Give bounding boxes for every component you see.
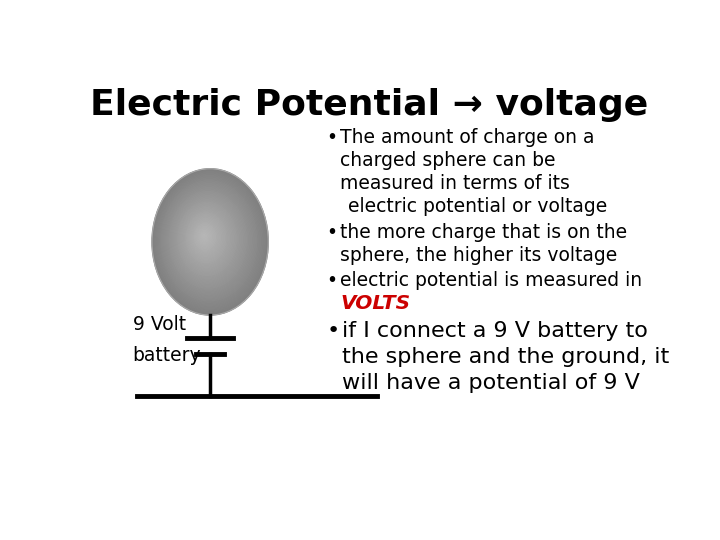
Ellipse shape (168, 190, 248, 289)
Ellipse shape (159, 178, 259, 304)
Text: the more charge that is on the: the more charge that is on the (341, 222, 627, 241)
Ellipse shape (202, 233, 207, 239)
Ellipse shape (177, 201, 238, 277)
Ellipse shape (176, 200, 238, 279)
Text: measured in terms of its: measured in terms of its (341, 174, 570, 193)
Ellipse shape (164, 185, 253, 296)
Ellipse shape (184, 210, 228, 266)
Ellipse shape (155, 173, 264, 310)
Text: battery: battery (132, 346, 202, 365)
Ellipse shape (194, 222, 217, 252)
Ellipse shape (175, 198, 240, 280)
Text: sphere, the higher its voltage: sphere, the higher its voltage (341, 246, 618, 265)
Ellipse shape (172, 194, 244, 285)
Text: VOLTS: VOLTS (341, 294, 410, 313)
Text: •: • (326, 128, 338, 147)
Ellipse shape (168, 189, 249, 291)
Ellipse shape (189, 217, 222, 258)
Text: The amount of charge on a: The amount of charge on a (341, 128, 595, 147)
Ellipse shape (163, 182, 256, 299)
Ellipse shape (182, 207, 231, 269)
Ellipse shape (203, 234, 205, 237)
Ellipse shape (161, 181, 256, 301)
Ellipse shape (189, 215, 223, 260)
Ellipse shape (180, 205, 233, 272)
Ellipse shape (198, 228, 212, 245)
Text: •: • (326, 222, 338, 241)
Ellipse shape (194, 224, 215, 250)
Ellipse shape (199, 229, 210, 244)
Ellipse shape (190, 218, 220, 256)
Text: electric potential is measured in: electric potential is measured in (341, 271, 642, 290)
Text: •: • (326, 321, 340, 341)
Text: •: • (326, 271, 338, 290)
Text: charged sphere can be: charged sphere can be (341, 151, 556, 170)
Ellipse shape (187, 214, 225, 261)
Ellipse shape (185, 212, 227, 264)
Ellipse shape (183, 209, 230, 267)
Ellipse shape (158, 177, 261, 306)
Text: electric potential or voltage: electric potential or voltage (348, 197, 608, 216)
Ellipse shape (173, 195, 243, 284)
Ellipse shape (186, 213, 226, 262)
Text: if I connect a 9 V battery to: if I connect a 9 V battery to (342, 321, 648, 341)
Ellipse shape (178, 202, 236, 275)
Ellipse shape (201, 232, 208, 240)
Ellipse shape (192, 221, 218, 253)
Text: 9 Volt: 9 Volt (132, 315, 186, 334)
Text: the sphere and the ground, it: the sphere and the ground, it (342, 347, 669, 367)
Ellipse shape (170, 192, 246, 288)
Ellipse shape (196, 225, 215, 248)
Ellipse shape (152, 168, 269, 315)
Ellipse shape (166, 187, 251, 293)
Ellipse shape (161, 179, 258, 302)
Ellipse shape (199, 231, 209, 242)
Ellipse shape (154, 171, 266, 312)
Ellipse shape (163, 184, 254, 298)
Ellipse shape (157, 176, 262, 307)
Ellipse shape (181, 206, 233, 271)
Ellipse shape (166, 186, 251, 294)
Ellipse shape (179, 204, 235, 274)
Ellipse shape (153, 170, 267, 313)
Ellipse shape (192, 220, 220, 255)
Ellipse shape (156, 174, 263, 309)
Ellipse shape (197, 226, 213, 247)
Text: Electric Potential → voltage: Electric Potential → voltage (90, 88, 648, 122)
Text: will have a potential of 9 V: will have a potential of 9 V (342, 373, 640, 393)
Ellipse shape (174, 197, 241, 282)
Ellipse shape (171, 193, 245, 287)
